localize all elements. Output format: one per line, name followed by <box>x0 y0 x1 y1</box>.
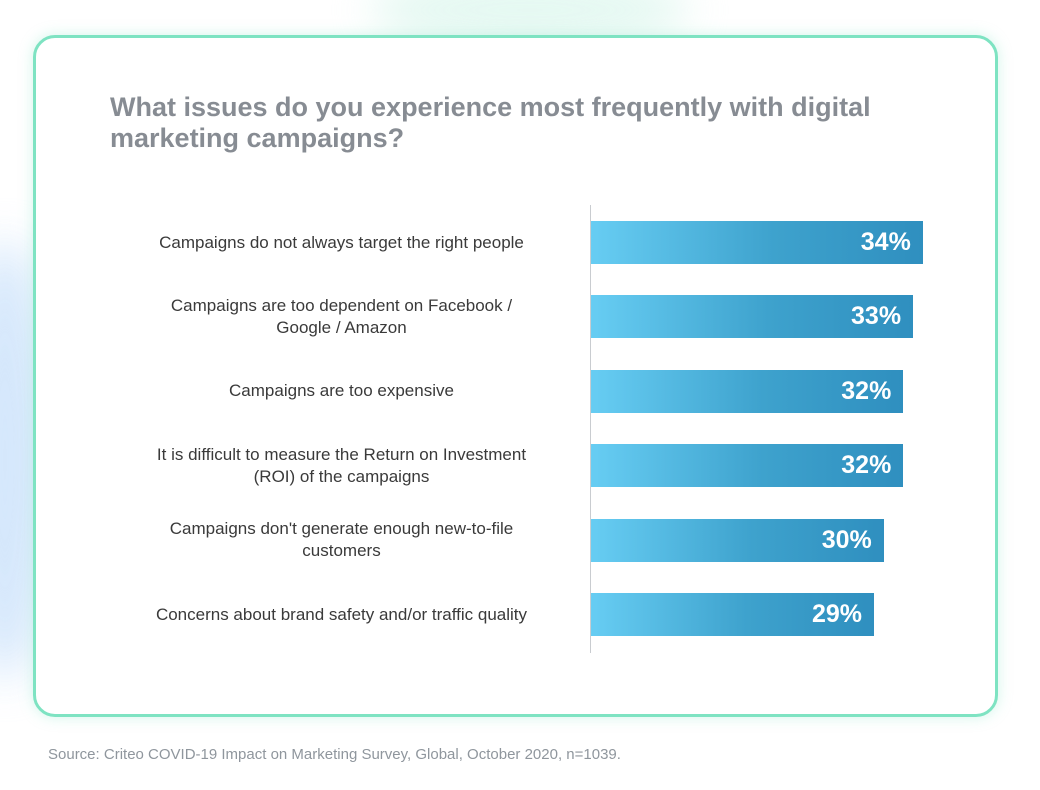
category-label: Campaigns are too dependent on Facebook … <box>110 295 573 339</box>
category-label-line: Campaigns don't generate enough new-to-f… <box>169 519 514 539</box>
category-label-line: Campaigns are too dependent on Facebook … <box>170 295 513 315</box>
bar-value-label: 33% <box>851 302 902 331</box>
bar-value-label: 29% <box>811 600 863 628</box>
bar-value-label: 32% <box>841 376 892 405</box>
category-label-line: Campaigns are too expensive <box>229 381 454 401</box>
category-label: Campaigns do not always target the right… <box>110 232 573 254</box>
bar: 29% <box>591 593 875 636</box>
bar: 33% <box>591 295 914 339</box>
bar: 34% <box>591 221 923 264</box>
bar-value-label: 30% <box>821 525 872 554</box>
category-label: It is difficult to measure the Return on… <box>110 444 573 488</box>
bar-value-label: 34% <box>860 228 911 256</box>
category-label-line: (ROI) of the campaigns <box>253 466 430 486</box>
bar: 32% <box>591 444 904 488</box>
category-label-line: Google / Amazon <box>276 317 407 337</box>
category-label-line: Concerns about brand safety and/or traff… <box>155 604 528 624</box>
bar: 32% <box>591 369 904 413</box>
category-label: Campaigns don't generate enough new-to-f… <box>110 518 573 562</box>
category-label-line: customers <box>302 541 381 561</box>
source-note: Source: Criteo COVID-19 Impact on Market… <box>48 746 621 763</box>
bar-value-label: 32% <box>841 451 892 480</box>
chart-title: What issues do you experience most frequ… <box>110 92 871 153</box>
category-label-line: It is difficult to measure the Return on… <box>156 444 527 464</box>
category-label-line: Campaigns do not always target the right… <box>159 232 524 252</box>
category-axis-line <box>590 205 591 653</box>
bar: 30% <box>591 518 884 562</box>
category-label: Concerns about brand safety and/or traff… <box>110 604 573 626</box>
category-label: Campaigns are too expensive <box>110 380 573 402</box>
